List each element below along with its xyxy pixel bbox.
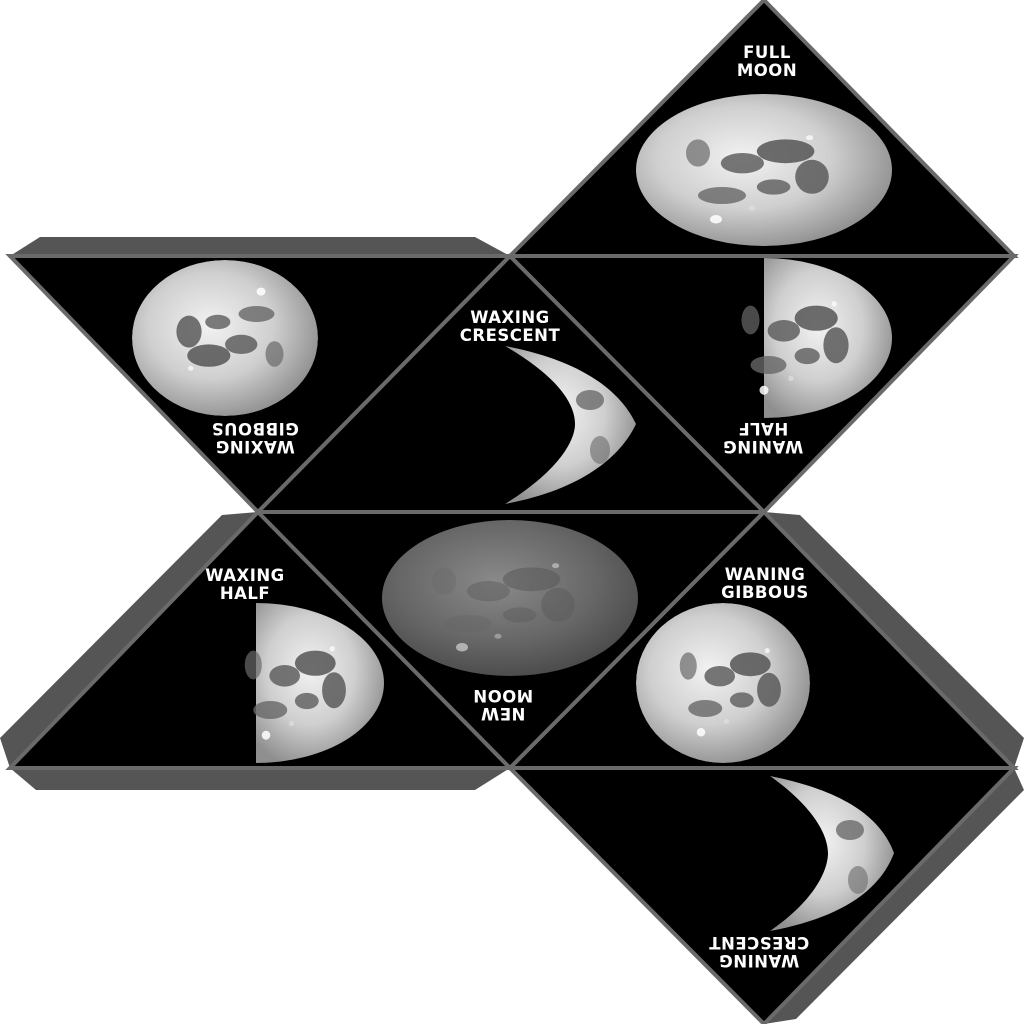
label-line: FULL xyxy=(743,43,791,62)
label-line: GIBBOUS xyxy=(721,583,809,602)
glue-tab xyxy=(10,237,510,256)
label-line: WANING xyxy=(718,951,800,970)
label-line: GIBBOUS xyxy=(211,419,299,438)
label-full-moon: FULL MOON xyxy=(667,44,867,80)
label-line: WAXING xyxy=(215,437,295,456)
full-moon-image xyxy=(636,94,892,246)
waxing-gibbous-moon-image xyxy=(132,260,318,416)
waning-gibbous-moon-image xyxy=(636,603,810,763)
label-line: MOON xyxy=(736,61,798,80)
label-line: HALF xyxy=(737,419,789,438)
label-waning-crescent: WANING CRESCENT xyxy=(659,933,859,970)
label-waning-half: WANING HALF xyxy=(663,419,863,456)
label-line: NEW xyxy=(480,704,526,723)
face-waning-crescent xyxy=(505,766,1019,1024)
label-waxing-half: WAXING HALF xyxy=(145,567,345,603)
waxing-crescent-moon-image xyxy=(505,346,636,504)
glue-tab xyxy=(10,768,510,790)
waning-crescent-moon-image xyxy=(770,776,894,931)
label-line: WANING xyxy=(724,565,806,584)
label-line: MOON xyxy=(472,686,534,705)
label-waxing-gibbous: WAXING GIBBOUS xyxy=(155,419,355,456)
label-waxing-crescent: WAXING CRESCENT xyxy=(410,309,610,345)
label-line: WANING xyxy=(722,437,804,456)
label-line: CRESCENT xyxy=(459,326,561,345)
new-moon-image xyxy=(382,520,638,676)
label-new-moon: NEW MOON xyxy=(403,686,603,723)
label-line: WAXING xyxy=(205,566,285,585)
label-waning-gibbous: WANING GIBBOUS xyxy=(665,566,865,602)
label-line: CRESCENT xyxy=(708,933,810,952)
label-line: WAXING xyxy=(470,308,550,327)
label-line: HALF xyxy=(219,584,271,603)
